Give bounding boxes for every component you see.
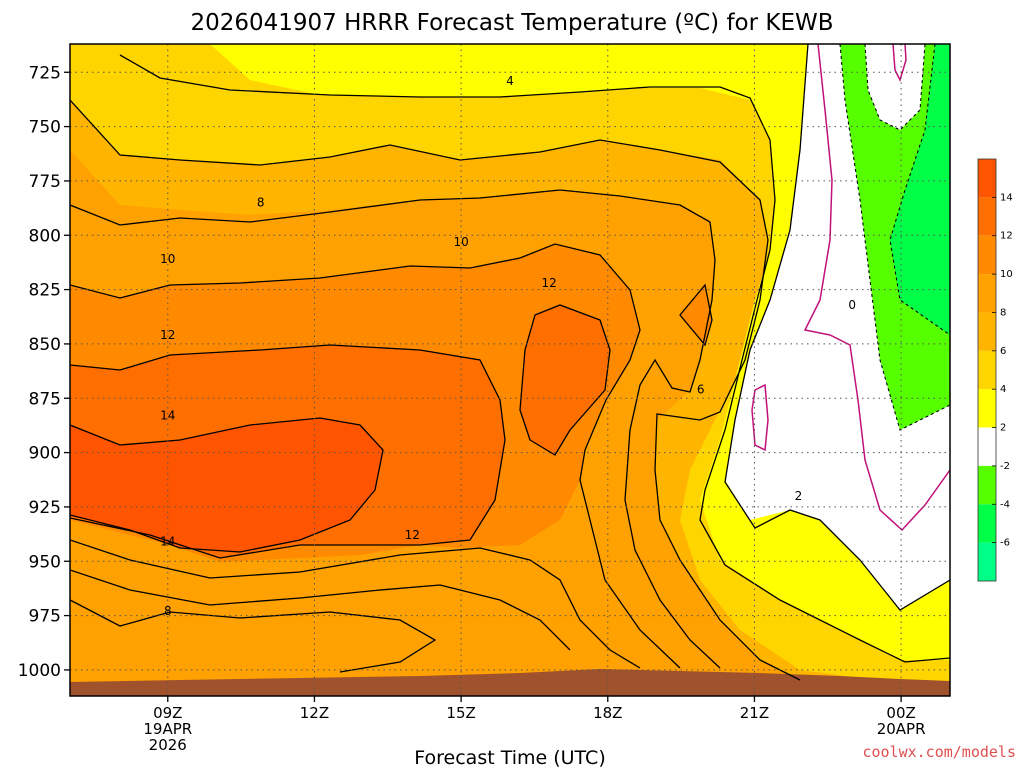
colorbar-swatch xyxy=(978,235,996,275)
isotherm-lower-3 xyxy=(70,599,437,673)
contour-label: 12 xyxy=(160,328,175,342)
colorbar-tick-label: -2 xyxy=(1000,461,1010,472)
isotherm-12-east xyxy=(519,304,611,456)
ground-surface xyxy=(70,669,950,696)
colorbar-tick-label: 10 xyxy=(1000,269,1013,280)
x-tick-label: 19APR xyxy=(143,720,192,738)
contour-label: 12 xyxy=(405,528,420,542)
y-tick-label: 725 xyxy=(29,63,61,83)
x-tick-label: 12Z xyxy=(300,704,329,722)
y-tick-label: 900 xyxy=(29,444,61,464)
colorbar-tick-label: -6 xyxy=(1000,538,1010,549)
contour-label: 0 xyxy=(848,298,856,312)
contour-label: 14 xyxy=(160,535,175,549)
isotherm-zero xyxy=(803,44,950,532)
colorbar-tick-label: 8 xyxy=(1000,307,1006,318)
contour-label: 14 xyxy=(160,409,175,423)
isotherm-lines xyxy=(70,44,950,681)
contour-label: 10 xyxy=(453,235,468,249)
isotherm-12-pocket xyxy=(679,283,713,347)
grid xyxy=(70,44,950,696)
y-tick-label: 875 xyxy=(29,389,61,409)
plot-frame xyxy=(69,43,951,697)
colorbar-swatch xyxy=(978,465,996,505)
contour-label: 8 xyxy=(164,604,172,618)
y-tick-label: 925 xyxy=(29,498,61,518)
isotherm-6 xyxy=(70,99,801,681)
chart-title: 2026041907 HRRR Forecast Temperature (ºC… xyxy=(190,10,833,36)
y-tick-label: 950 xyxy=(29,552,61,572)
isotherm-lower-1 xyxy=(70,539,641,669)
band-12-14-pocket xyxy=(680,285,712,345)
colorbar-tick-label: 14 xyxy=(1000,192,1013,203)
contour-label: 8 xyxy=(257,196,265,210)
isotherm-4 xyxy=(119,54,950,663)
colorbar-frame xyxy=(977,158,997,582)
x-tick-label: 2026 xyxy=(149,736,187,754)
colorbar-swatch xyxy=(978,427,996,466)
y-tick-label: 825 xyxy=(29,281,61,301)
contour-label: 2 xyxy=(795,489,803,503)
isotherm-zero-top xyxy=(892,44,907,83)
isotherm-12 xyxy=(70,344,506,559)
x-axis-label: Forecast Time (UTC) xyxy=(414,747,605,768)
colorbar-swatch xyxy=(978,542,996,581)
colorbar-swatch xyxy=(978,197,996,236)
isotherm-zero-loop xyxy=(751,383,769,452)
colorbar-swatch xyxy=(978,350,996,390)
y-tick-label: 1000 xyxy=(18,661,61,681)
y-tick-label: 975 xyxy=(29,607,61,627)
temperature-field xyxy=(70,44,950,696)
x-tick-label: 00Z xyxy=(886,704,915,722)
y-axis: 725 750 775 800 825 850 875 900 925 950 975 1000 xyxy=(18,63,70,681)
colorbar-tick-label: 4 xyxy=(1000,384,1006,395)
y-tick-label: 750 xyxy=(29,118,61,138)
colorbar: 14 12 10 8 6 4 2 -2 -4 -6 xyxy=(977,158,1013,582)
isotherm-cold-core xyxy=(864,44,926,131)
contour-label: 6 xyxy=(697,383,705,397)
isotherm-neg2 xyxy=(839,44,950,431)
x-tick-label: 20APR xyxy=(877,720,926,738)
colorbar-swatch xyxy=(978,389,996,428)
colorbar-tick-label: -4 xyxy=(1000,499,1010,510)
colorbar-swatch xyxy=(978,504,996,543)
contour-label: 12 xyxy=(541,276,556,290)
colorbar-tick-label: 12 xyxy=(1000,231,1013,242)
x-tick-label: 09Z xyxy=(153,704,182,722)
x-tick-label: 21Z xyxy=(740,704,769,722)
isotherm-2 xyxy=(724,44,950,611)
isotherm-neg4 xyxy=(889,44,950,336)
x-tick-label: 15Z xyxy=(446,704,475,722)
isotherm-10 xyxy=(70,243,681,669)
isotherm-14 xyxy=(70,417,384,553)
isotherm-8 xyxy=(70,189,721,669)
y-tick-label: 800 xyxy=(29,226,61,246)
contour-label: 10 xyxy=(160,252,175,266)
colorbar-swatch xyxy=(978,159,996,198)
credit-text: coolwx.com/models xyxy=(862,743,1016,761)
colorbar-tick-label: 6 xyxy=(1000,346,1006,357)
band-14-16 xyxy=(70,418,383,552)
colorbar-swatch xyxy=(978,312,996,351)
y-tick-label: 775 xyxy=(29,172,61,192)
y-tick-label: 850 xyxy=(29,335,61,355)
isotherm-lower-2 xyxy=(70,569,571,651)
band-12-14-east xyxy=(520,305,610,455)
colorbar-tick-label: 2 xyxy=(1000,423,1006,434)
contour-label: 4 xyxy=(506,74,514,88)
contour-labels: 4 8 10 10 12 12 14 14 12 8 6 2 0 xyxy=(160,74,856,618)
x-tick-label: 18Z xyxy=(593,704,622,722)
band-cold-core xyxy=(865,44,925,130)
band-neg6-neg4 xyxy=(890,44,950,335)
colorbar-swatch xyxy=(978,274,996,313)
